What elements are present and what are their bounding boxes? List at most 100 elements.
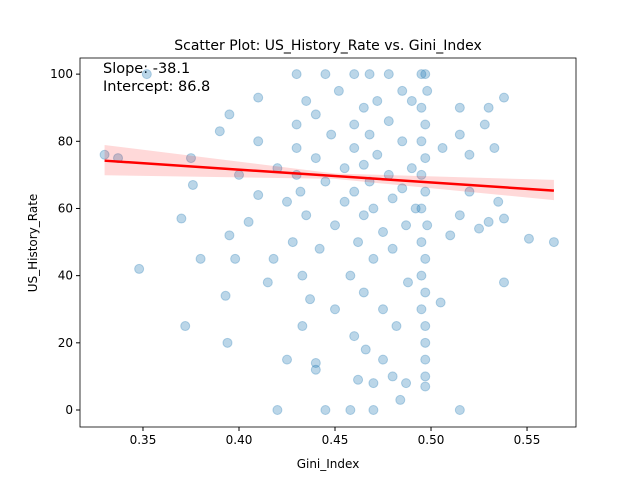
point	[368, 405, 379, 416]
point	[422, 85, 433, 96]
point	[474, 223, 485, 234]
point	[454, 102, 465, 113]
point	[320, 176, 331, 187]
point	[358, 102, 369, 113]
point	[310, 153, 321, 164]
point	[437, 143, 448, 154]
point	[479, 119, 490, 130]
point	[253, 190, 264, 201]
point	[420, 287, 431, 298]
y-tick-label: 40	[58, 269, 73, 283]
point	[416, 136, 427, 147]
y-tick-label: 20	[58, 336, 73, 350]
point	[364, 129, 375, 140]
point	[353, 374, 364, 385]
point	[222, 337, 233, 348]
point	[420, 69, 431, 80]
point	[420, 321, 431, 332]
point	[349, 119, 360, 130]
y-tick-label: 80	[58, 134, 73, 148]
point	[420, 119, 431, 130]
point	[397, 85, 408, 96]
x-tick-label: 0.55	[514, 433, 541, 447]
point	[330, 304, 341, 315]
point	[349, 331, 360, 342]
point	[358, 159, 369, 170]
point	[339, 196, 350, 207]
point	[383, 69, 394, 80]
point	[523, 233, 534, 244]
point	[422, 220, 433, 231]
point	[141, 69, 152, 80]
point	[224, 109, 235, 120]
point	[464, 149, 475, 160]
point	[364, 69, 375, 80]
point	[134, 263, 145, 274]
point	[358, 287, 369, 298]
point	[406, 163, 417, 174]
point	[397, 136, 408, 147]
y-tick-label: 100	[50, 67, 73, 81]
point	[401, 378, 412, 389]
point	[301, 95, 312, 106]
point	[230, 253, 241, 264]
point	[176, 213, 187, 224]
confidence-band	[104, 144, 554, 201]
point	[378, 226, 389, 237]
point	[397, 183, 408, 194]
point	[498, 277, 509, 288]
point	[420, 381, 431, 392]
point	[195, 253, 206, 264]
plot-frame	[79, 57, 577, 428]
point	[410, 203, 421, 214]
point	[416, 304, 427, 315]
point	[387, 243, 398, 254]
point	[320, 405, 331, 416]
point	[339, 163, 350, 174]
point	[187, 179, 198, 190]
point	[416, 102, 427, 113]
y-axis-label: US_History_Rate	[26, 194, 40, 293]
point	[483, 216, 494, 227]
point	[282, 196, 293, 207]
chart-title: Scatter Plot: US_History_Rate vs. Gini_I…	[174, 38, 482, 54]
point	[401, 220, 412, 231]
point	[99, 149, 110, 160]
point	[420, 153, 431, 164]
point	[314, 243, 325, 254]
annotation: Slope: -38.1	[103, 61, 190, 77]
point	[297, 270, 308, 281]
point	[253, 136, 264, 147]
point	[305, 294, 316, 305]
point	[489, 143, 500, 154]
point	[291, 119, 302, 130]
point	[333, 85, 344, 96]
point	[291, 143, 302, 154]
point	[310, 109, 321, 120]
point	[387, 193, 398, 204]
point	[383, 116, 394, 127]
point	[291, 69, 302, 80]
y-tick-label: 60	[58, 201, 73, 215]
annotation: Intercept: 86.8	[103, 79, 210, 95]
point	[454, 405, 465, 416]
point	[214, 126, 225, 137]
point	[262, 277, 273, 288]
point	[368, 253, 379, 264]
point	[368, 203, 379, 214]
point	[243, 216, 254, 227]
point	[372, 95, 383, 106]
point	[416, 203, 427, 214]
y-tick-label: 0	[65, 403, 73, 417]
point	[326, 129, 337, 140]
point	[420, 253, 431, 264]
point	[498, 213, 509, 224]
point	[220, 290, 231, 301]
point	[287, 237, 298, 248]
point	[420, 337, 431, 348]
point	[420, 371, 431, 382]
point	[301, 210, 312, 221]
point	[416, 270, 427, 281]
x-tick-label: 0.40	[226, 433, 253, 447]
